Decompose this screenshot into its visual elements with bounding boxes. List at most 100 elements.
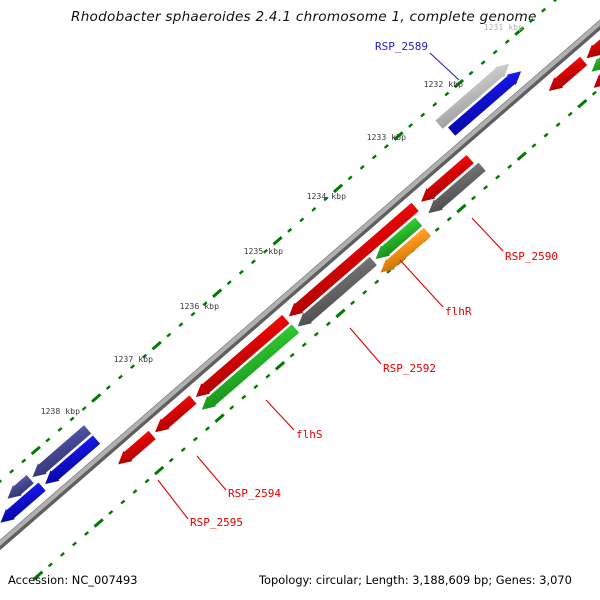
tick-mark xyxy=(168,457,174,463)
tick-mark xyxy=(468,70,474,76)
gene-arrow-rsp-2592[interactable] xyxy=(297,256,377,327)
tick-mark xyxy=(81,406,87,411)
tick-mark xyxy=(166,332,172,338)
tick-mark xyxy=(301,342,307,348)
gene-arrow-rsp-2594[interactable] xyxy=(155,395,197,433)
gene-arrow[interactable] xyxy=(0,482,46,523)
tick-mark xyxy=(531,143,537,149)
gene-arrow-rsp-2595[interactable] xyxy=(118,430,156,465)
gene-label-rsp_2590[interactable]: RSP_2590 xyxy=(505,250,558,263)
gene-arrow[interactable] xyxy=(32,425,92,478)
gene-arrow[interactable] xyxy=(435,63,510,129)
tick-mark xyxy=(541,7,547,13)
tick-mark xyxy=(528,18,534,24)
scale-label: 1234 kbp xyxy=(307,191,347,201)
tick-mark xyxy=(507,164,513,169)
tick-mark xyxy=(577,98,588,109)
gene-arrow-flhr[interactable] xyxy=(375,217,423,260)
tick-mark xyxy=(362,289,368,295)
tick-mark xyxy=(108,510,114,515)
gene-label-flhr[interactable]: flhR xyxy=(445,305,472,318)
gene-label-pointer xyxy=(471,217,504,252)
tick-mark xyxy=(470,195,476,201)
tick-mark xyxy=(386,269,392,274)
tick-mark xyxy=(57,427,63,432)
tick-mark xyxy=(434,227,440,232)
tick-mark xyxy=(226,280,232,286)
gene-arrow-rsp-2589[interactable] xyxy=(448,71,522,136)
gene-label-pointer xyxy=(429,52,460,81)
scale-label: 1237 kbp xyxy=(114,354,154,364)
gene-arrow[interactable] xyxy=(591,36,600,72)
tick-mark xyxy=(72,541,78,547)
gene-arrow[interactable] xyxy=(593,46,600,88)
gene-label-pointer xyxy=(349,327,382,365)
gene-arrow[interactable] xyxy=(586,25,600,59)
tick-mark xyxy=(516,151,527,161)
gene-label-rsp_2595[interactable]: RSP_2595 xyxy=(190,516,243,529)
gene-label-flhs[interactable]: flhS xyxy=(296,428,323,441)
gene-arrow-rsp-2590[interactable] xyxy=(428,162,486,214)
tick-mark xyxy=(84,531,90,536)
tick-mark xyxy=(250,259,256,265)
topology-text: Topology: circular; Length: 3,188,609 bp… xyxy=(259,573,572,587)
tick-mark xyxy=(287,227,293,233)
tick-mark xyxy=(567,111,573,117)
scale-label: 1236 kbp xyxy=(180,301,220,311)
gene-label-pointer xyxy=(157,479,189,520)
tick-mark xyxy=(120,499,126,505)
tick-mark xyxy=(289,352,295,358)
tick-mark xyxy=(350,300,356,306)
tick-mark xyxy=(332,183,344,194)
genome-backbone-highlight xyxy=(0,20,600,546)
gene-label-pointer xyxy=(399,259,444,308)
tick-mark xyxy=(45,437,51,443)
tick-mark xyxy=(144,478,150,484)
gene-arrow[interactable] xyxy=(45,435,101,485)
tick-mark xyxy=(130,364,136,369)
tick-mark xyxy=(347,175,353,181)
status-bar: Accession: NC_007493 Topology: circular;… xyxy=(0,570,600,600)
scale-label: 1235 kbp xyxy=(244,246,284,256)
tick-mark xyxy=(453,78,465,89)
tick-mark xyxy=(383,144,389,149)
tick-mark xyxy=(205,426,210,432)
tick-mark xyxy=(393,131,404,141)
tick-mark xyxy=(514,26,525,36)
gene-arrow[interactable] xyxy=(548,56,588,91)
tick-mark xyxy=(313,331,319,337)
gene-label-rsp_2589[interactable]: RSP_2589 xyxy=(375,40,428,53)
gene-label-rsp_2592[interactable]: RSP_2592 xyxy=(383,362,436,375)
tick-mark xyxy=(299,217,305,223)
gene-arrow[interactable] xyxy=(288,202,419,317)
tick-mark xyxy=(21,458,27,464)
tick-mark xyxy=(253,384,259,390)
tick-mark xyxy=(212,288,223,298)
gene-arrow[interactable] xyxy=(7,474,34,499)
tick-mark xyxy=(591,90,597,96)
gene-arrow-flhs[interactable] xyxy=(201,324,300,410)
tick-mark xyxy=(444,91,450,97)
tick-mark xyxy=(0,479,3,484)
gene-arrow[interactable] xyxy=(421,155,474,202)
scale-label: 1233 kbp xyxy=(367,132,407,142)
tick-mark xyxy=(265,373,271,379)
tick-mark xyxy=(325,321,331,327)
tick-mark xyxy=(492,49,498,55)
tick-mark xyxy=(480,60,486,65)
gene-arrow[interactable] xyxy=(380,227,432,273)
scale-label: 1238 kbp xyxy=(41,406,81,416)
gene-label-rsp_2594[interactable]: RSP_2594 xyxy=(228,487,281,500)
tick-mark xyxy=(263,248,268,254)
tick-mark xyxy=(117,374,123,380)
tick-mark xyxy=(192,436,198,442)
gene-arrow[interactable] xyxy=(195,314,290,397)
tick-mark xyxy=(371,154,377,160)
tick-mark xyxy=(151,340,162,351)
tick-mark xyxy=(483,185,489,190)
tick-mark xyxy=(132,489,138,494)
gene-label-pointer xyxy=(265,399,295,431)
tick-mark xyxy=(323,196,329,202)
